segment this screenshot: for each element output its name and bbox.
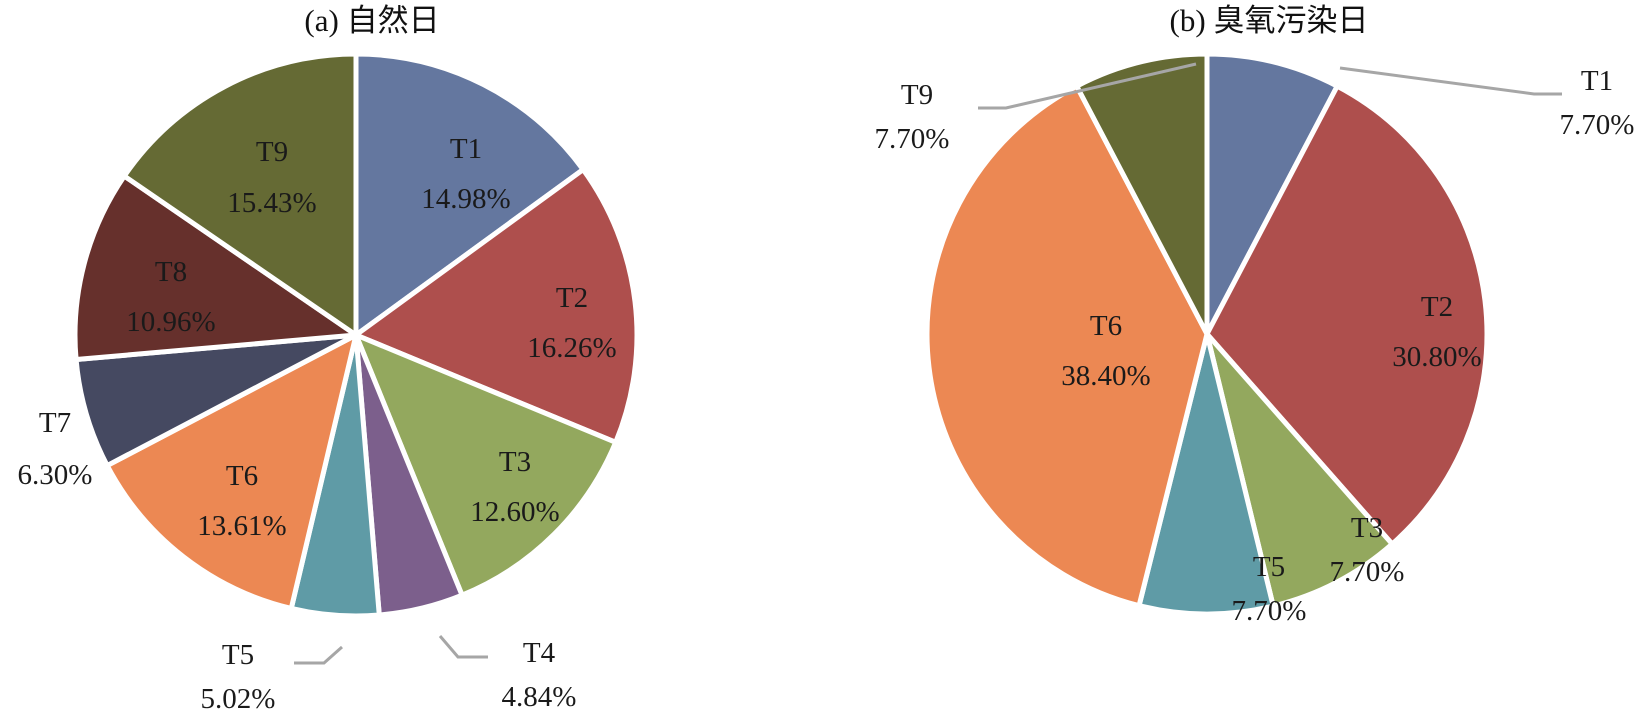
- pie-chart-a: (a) 自然日 T1 14.98% T2 16.26% T3 12.60% T4…: [18, 3, 640, 713]
- pie-chart-b: (b) 臭氧污染日 T1 7.70% T2 30.80% T3 7.70% T5…: [875, 3, 1635, 627]
- chart-title-a: (a) 自然日: [304, 3, 439, 38]
- slice-pct-a-t4: 4.84%: [502, 681, 577, 713]
- slice-label-b-t3: T3: [1351, 512, 1383, 544]
- slice-pct-a-t5: 5.02%: [201, 683, 276, 713]
- slice-label-b-t9: T9: [901, 79, 933, 111]
- pie-slice-b-t6: [924, 82, 1210, 609]
- pie-slice-a-t3: [351, 330, 619, 599]
- leader-line-b-t1: [1339, 66, 1562, 96]
- slice-label-b-t1: T1: [1581, 65, 1613, 97]
- pie-slice-a-t9: [120, 51, 359, 340]
- pie-slice-a-t8: [72, 172, 364, 363]
- slice-label-a-t1: T1: [450, 133, 482, 165]
- slice-label-a-t7: T7: [39, 407, 71, 439]
- slice-label-a-t2: T2: [556, 282, 588, 314]
- leader-line-a-t4: [438, 635, 488, 659]
- slice-pct-a-t9: 15.43%: [227, 187, 316, 219]
- pie-slice-b-t3: [1204, 332, 1396, 610]
- slice-pct-b-t1: 7.70%: [1560, 109, 1635, 141]
- slice-label-b-t5: T5: [1253, 551, 1285, 583]
- slice-label-a-t3: T3: [499, 446, 531, 478]
- pie-a-leaders: [294, 635, 488, 665]
- slice-label-a-t5: T5: [222, 639, 254, 671]
- slice-label-a-t4: T4: [523, 637, 556, 669]
- pie-slice-b-t5: [1136, 333, 1277, 617]
- pie-slice-b-t1: [1204, 51, 1341, 336]
- leader-line-b-t9: [978, 62, 1197, 110]
- slice-label-b-t6: T6: [1090, 310, 1122, 342]
- slice-label-a-t8: T8: [155, 256, 187, 288]
- pie-slice-b-t9: [1073, 51, 1210, 336]
- leader-line-a-t5: [294, 645, 343, 665]
- slice-label-a-t6: T6: [226, 460, 258, 492]
- slice-pct-a-t7: 6.30%: [18, 459, 93, 491]
- slice-pct-b-t3: 7.70%: [1330, 556, 1405, 588]
- slice-pct-b-t2: 30.80%: [1392, 341, 1481, 373]
- slice-pct-a-t8: 10.96%: [126, 306, 215, 338]
- pie-a-labels: T1 14.98% T2 16.26% T3 12.60% T4 4.84% T…: [18, 133, 617, 713]
- pie-b-labels: T1 7.70% T2 30.80% T3 7.70% T5 7.70% T6 …: [875, 65, 1635, 627]
- pie-slice-a-t6: [103, 330, 360, 612]
- pie-slice-a-t1: [353, 51, 587, 340]
- slice-pct-a-t3: 12.60%: [470, 496, 559, 528]
- pie-slice-a-t2: [350, 166, 640, 446]
- slice-label-a-t9: T9: [256, 136, 288, 168]
- slice-pct-b-t6: 38.40%: [1061, 360, 1150, 392]
- slice-pct-a-t2: 16.26%: [527, 332, 616, 364]
- pie-b-leaders: [978, 62, 1562, 110]
- slice-pct-a-t6: 13.61%: [197, 510, 286, 542]
- slice-label-b-t2: T2: [1421, 291, 1453, 323]
- slice-pct-a-t1: 14.98%: [421, 183, 510, 215]
- pie-a-slices: [72, 51, 640, 619]
- slice-pct-b-t5: 7.70%: [1232, 595, 1307, 627]
- pie-slice-b-t2: [1203, 82, 1490, 548]
- chart-title-b: (b) 臭氧污染日: [1170, 3, 1369, 38]
- pie-b-slices: [924, 51, 1490, 617]
- slice-pct-b-t9: 7.70%: [875, 123, 950, 155]
